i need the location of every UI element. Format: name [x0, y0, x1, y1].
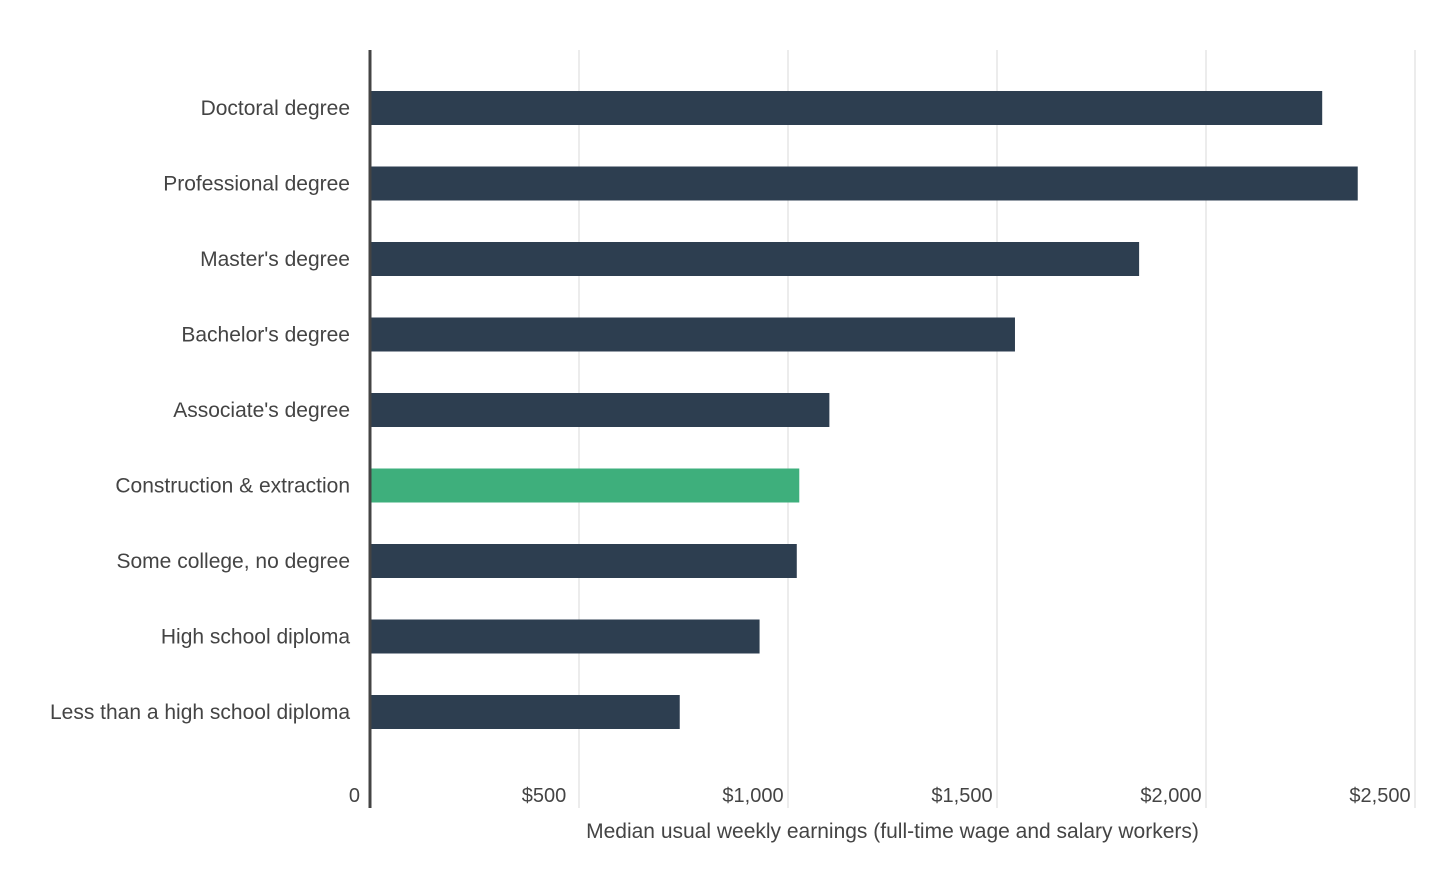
x-tick-label: $2,000 — [1140, 785, 1201, 807]
category-label: High school diploma — [161, 626, 350, 649]
x-axis-title: Median usual weekly earnings (full-time … — [586, 820, 1199, 843]
category-label: Doctoral degree — [201, 97, 350, 120]
category-label: Less than a high school diploma — [50, 701, 350, 724]
x-tick-label: $2,500 — [1349, 785, 1410, 807]
gridlines — [578, 50, 1416, 808]
category-label: Associate's degree — [173, 399, 350, 422]
bar-associate-s-degree — [370, 393, 830, 427]
category-label: Master's degree — [200, 248, 350, 271]
category-label: Bachelor's degree — [181, 324, 350, 347]
category-labels: Doctoral degree Professional degree Master… — [50, 97, 350, 724]
bar-master-s-degree — [370, 242, 1140, 276]
bar-doctoral-degree — [370, 91, 1323, 125]
bar-some-college-no-degree — [370, 544, 797, 578]
x-tick-label: $1,000 — [722, 785, 783, 807]
bar-construction-extraction — [370, 468, 800, 503]
x-tick-labels: 0 $500 $1,000 $1,500 $2,000 $2,500 — [349, 785, 1411, 807]
category-label: Some college, no degree — [117, 550, 351, 573]
bar-bachelor-s-degree — [370, 317, 1015, 352]
bar-high-school-diploma — [370, 619, 760, 654]
x-tick-label: 0 — [349, 785, 360, 807]
bar-less-than-a-high-school-diploma — [370, 695, 680, 729]
bar-professional-degree — [370, 166, 1358, 201]
category-label: Construction & extraction — [115, 475, 350, 498]
x-tick-label: $1,500 — [931, 785, 992, 807]
bars — [370, 91, 1358, 729]
category-label: Professional degree — [163, 173, 350, 196]
x-tick-label: $500 — [522, 785, 567, 807]
